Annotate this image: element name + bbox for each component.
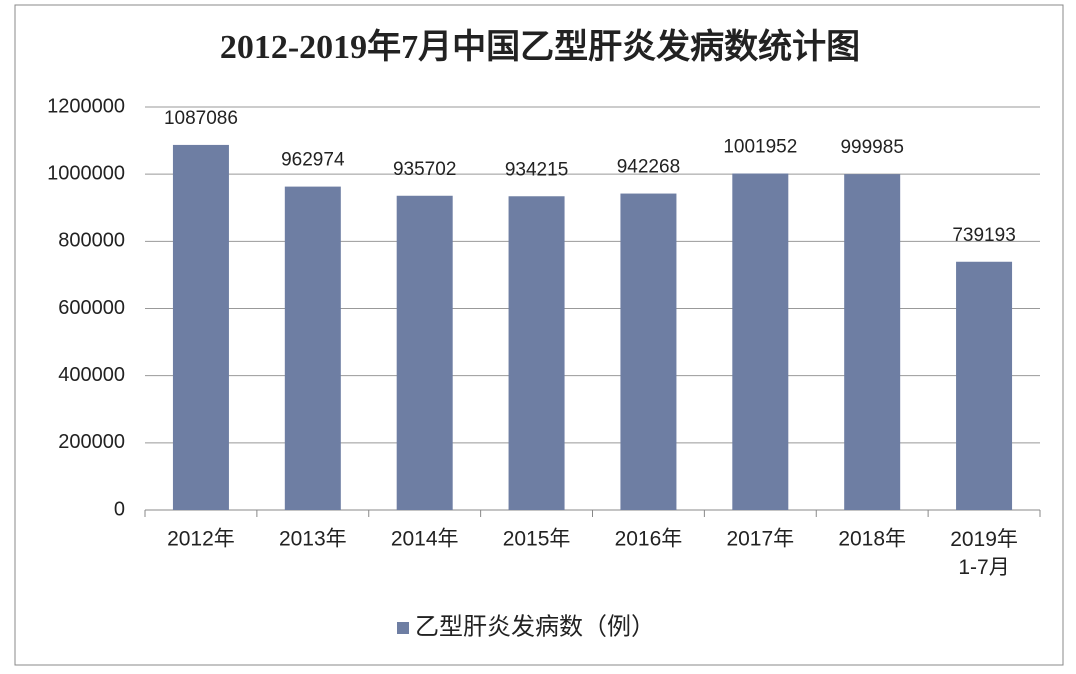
y-tick-label: 0 <box>114 498 125 520</box>
bar <box>172 144 229 510</box>
x-tick-label: 2017年 <box>726 528 794 551</box>
x-tick-label: 2013年 <box>279 528 347 551</box>
y-tick-label: 200000 <box>58 431 125 453</box>
x-tick-label: 2018年 <box>838 528 906 551</box>
y-tick-label: 1000000 <box>47 162 125 184</box>
bar <box>396 195 453 510</box>
bar <box>508 196 565 510</box>
x-tick-label: 2016年 <box>615 528 683 551</box>
bar <box>956 261 1013 510</box>
data-label: 934215 <box>505 159 568 180</box>
x-tick-label: 2019年 1-7月 <box>950 528 1018 579</box>
legend-swatch <box>397 622 409 634</box>
bar <box>844 174 901 511</box>
y-tick-label: 400000 <box>58 364 125 386</box>
x-tick-label: 2012年 <box>167 528 235 551</box>
x-tick-label: 2015年 <box>503 528 571 551</box>
bar <box>732 173 789 511</box>
y-tick-label: 1200000 <box>47 95 125 117</box>
data-label: 1001952 <box>723 137 797 158</box>
data-label: 962974 <box>281 150 345 171</box>
data-label: 1087086 <box>164 108 238 129</box>
data-label: 739193 <box>952 225 1015 246</box>
bar <box>620 193 677 510</box>
data-label: 935702 <box>393 159 456 180</box>
legend-label: 乙型肝炎发病数（例） <box>415 613 655 640</box>
bar <box>284 186 341 510</box>
y-tick-label: 600000 <box>58 297 125 319</box>
y-tick-label: 800000 <box>58 230 125 252</box>
data-label: 942268 <box>617 157 680 178</box>
data-label: 999985 <box>840 137 903 158</box>
chart-border <box>14 4 1064 666</box>
chart-title: 2012-2019年7月中国乙型肝炎发病数统计图 <box>220 28 860 66</box>
x-tick-label: 2014年 <box>391 528 459 551</box>
